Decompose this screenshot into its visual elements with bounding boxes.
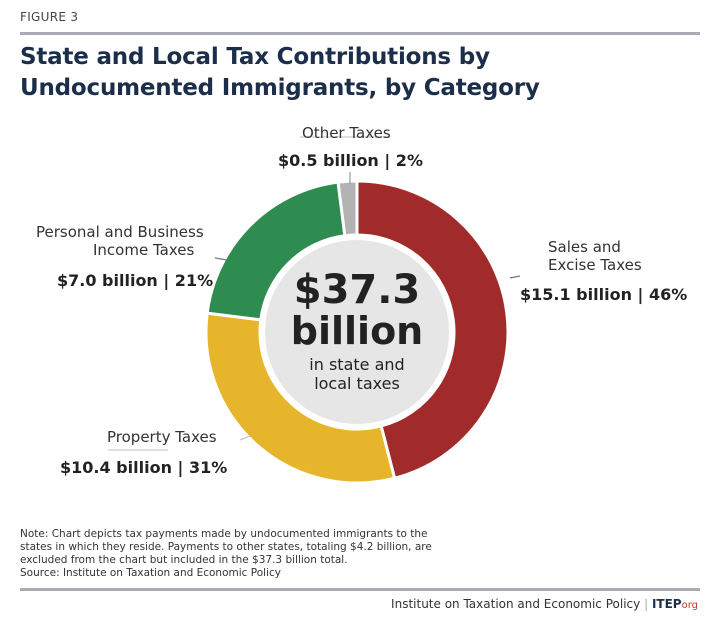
label-other: Other Taxes — [302, 124, 391, 142]
figure-label: FIGURE 3 — [20, 10, 79, 24]
source-text: Source: Institute on Taxation and Econom… — [20, 567, 281, 579]
footer: Institute on Taxation and Economic Polic… — [391, 597, 698, 611]
label-sales: Sales and Excise Taxes — [548, 238, 642, 274]
slice-sales — [355, 179, 510, 481]
leader-line — [239, 435, 251, 441]
bottom-divider — [20, 588, 700, 591]
top-divider — [20, 32, 700, 35]
chart-title: State and Local Tax Contributions by Und… — [20, 44, 540, 101]
slice-other — [336, 179, 359, 238]
itep-logo: ITEP — [651, 597, 682, 611]
center-total: $37.3 — [293, 267, 421, 313]
label-property: Property Taxes — [107, 428, 217, 446]
leader-line — [214, 257, 228, 261]
value-sales: $15.1 billion | 46% — [520, 285, 688, 304]
label-personal: Personal and Business Income Taxes — [36, 223, 204, 259]
chart-note: Note: Chart depicts tax payments made by… — [20, 528, 432, 579]
leader-line — [509, 275, 521, 279]
slice-property — [204, 311, 397, 485]
value-property: $10.4 billion | 31% — [60, 458, 228, 477]
center-caption: in state and local taxes — [309, 355, 405, 393]
center-circle — [265, 240, 449, 424]
center-unit: billion — [290, 309, 424, 353]
value-personal: $7.0 billion | 21% — [57, 271, 214, 290]
value-other: $0.5 billion | 2% — [278, 151, 423, 170]
